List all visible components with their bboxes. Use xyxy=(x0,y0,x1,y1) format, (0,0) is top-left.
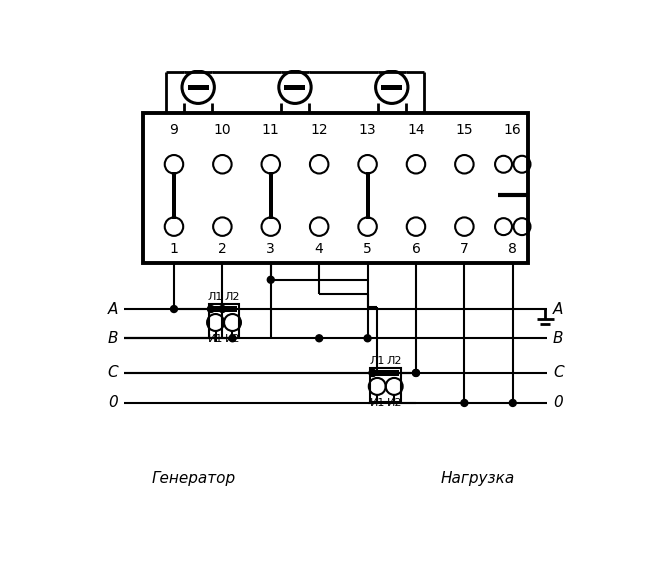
Text: И1: И1 xyxy=(208,334,223,344)
Text: 8: 8 xyxy=(509,242,517,256)
Text: Л2: Л2 xyxy=(224,292,241,302)
Text: 14: 14 xyxy=(407,122,425,137)
Text: 1: 1 xyxy=(170,242,178,256)
Bar xyxy=(172,172,176,219)
Text: И1: И1 xyxy=(370,398,385,408)
Bar xyxy=(269,172,273,219)
Text: 5: 5 xyxy=(363,242,372,256)
Circle shape xyxy=(208,305,214,312)
Text: Генератор: Генератор xyxy=(151,471,235,486)
Text: A: A xyxy=(553,302,563,316)
Bar xyxy=(285,84,306,90)
Text: 13: 13 xyxy=(358,122,377,137)
Text: 4: 4 xyxy=(315,242,324,256)
Circle shape xyxy=(364,335,371,342)
Text: 3: 3 xyxy=(267,242,275,256)
Circle shape xyxy=(369,369,376,376)
Text: 12: 12 xyxy=(310,122,328,137)
Bar xyxy=(371,368,401,402)
Text: 11: 11 xyxy=(262,122,279,137)
Bar xyxy=(211,306,237,312)
Circle shape xyxy=(219,305,226,312)
Text: Л2: Л2 xyxy=(387,356,402,366)
Text: 16: 16 xyxy=(504,122,522,137)
Text: 7: 7 xyxy=(460,242,469,256)
Text: 2: 2 xyxy=(218,242,226,256)
Text: 6: 6 xyxy=(411,242,420,256)
Bar xyxy=(366,172,369,219)
Circle shape xyxy=(316,335,323,342)
Text: 10: 10 xyxy=(214,122,231,137)
Text: B: B xyxy=(108,331,119,346)
Text: И2: И2 xyxy=(387,398,402,408)
Bar xyxy=(381,84,402,90)
Text: Нагрузка: Нагрузка xyxy=(441,471,515,486)
Circle shape xyxy=(170,305,178,312)
Text: 0: 0 xyxy=(109,396,118,410)
Text: A: A xyxy=(108,302,119,316)
Bar xyxy=(208,304,239,338)
Circle shape xyxy=(369,369,376,376)
Text: Л1: Л1 xyxy=(208,292,223,302)
Circle shape xyxy=(229,335,236,342)
Text: C: C xyxy=(553,366,563,380)
Text: C: C xyxy=(108,366,119,380)
Circle shape xyxy=(267,276,274,283)
Text: B: B xyxy=(553,331,563,346)
Circle shape xyxy=(509,400,517,407)
Text: 0: 0 xyxy=(553,396,563,410)
Bar xyxy=(373,370,399,376)
Text: 15: 15 xyxy=(456,122,473,137)
Circle shape xyxy=(413,369,419,376)
Circle shape xyxy=(461,400,468,407)
Bar xyxy=(143,113,528,263)
Text: Л1: Л1 xyxy=(370,356,385,366)
Text: 9: 9 xyxy=(170,122,178,137)
Circle shape xyxy=(413,369,419,376)
Text: И2: И2 xyxy=(224,334,241,344)
Bar xyxy=(188,84,208,90)
